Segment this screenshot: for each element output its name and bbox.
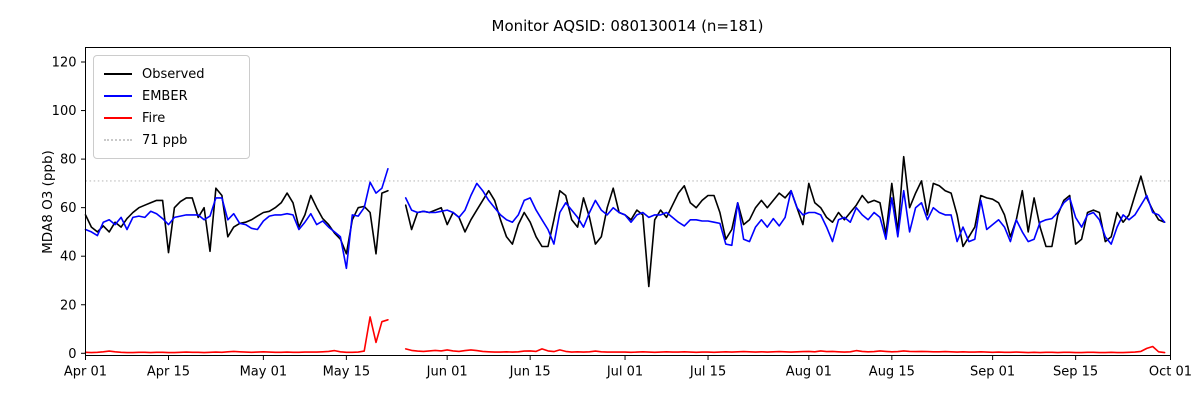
- x-tick-label: Jul 01: [606, 365, 643, 380]
- legend-line-sample: [104, 117, 132, 119]
- x-tick-label: Sep 01: [970, 365, 1015, 380]
- legend-label: Fire: [142, 110, 166, 126]
- series-line-observed: [84, 155, 1166, 288]
- x-tick-label: Jul 15: [689, 365, 726, 380]
- chart-title: Monitor AQSID: 080130014 (n=181): [491, 17, 764, 35]
- x-tick-label: Aug 01: [786, 365, 832, 380]
- legend: Observed EMBER Fire 71 ppb: [93, 55, 250, 159]
- legend-label: EMBER: [142, 88, 188, 104]
- x-tick-label: May 01: [240, 365, 288, 380]
- series-line-ember: [84, 168, 1166, 270]
- y-tick-label: 20: [60, 298, 77, 313]
- x-tick-label: Jun 15: [509, 365, 551, 380]
- x-tick-label: Oct 01: [1149, 365, 1192, 380]
- x-tick-label: Apr 01: [64, 365, 107, 380]
- x-tick-label: Sep 15: [1053, 365, 1098, 380]
- y-tick-label: 40: [60, 250, 77, 265]
- y-tick-label: 100: [52, 104, 77, 119]
- legend-item: 71 ppb: [104, 129, 239, 151]
- x-tick-label: May 15: [323, 365, 371, 380]
- x-tick-label: Apr 15: [147, 365, 190, 380]
- legend-item: Fire: [104, 107, 239, 129]
- x-tick-label: Jun 01: [426, 365, 468, 380]
- legend-label: Observed: [142, 66, 205, 82]
- y-tick-label: 0: [68, 347, 76, 362]
- legend-item: Observed: [104, 63, 239, 85]
- legend-line-sample: [104, 139, 132, 141]
- legend-label: 71 ppb: [142, 132, 188, 148]
- plot-border: [85, 47, 1171, 356]
- legend-line-sample: [104, 95, 132, 97]
- y-tick-label: 120: [52, 56, 77, 71]
- legend-item: EMBER: [104, 85, 239, 107]
- legend-line-sample: [104, 73, 132, 75]
- y-tick-label: 60: [60, 201, 77, 216]
- series-line-fire: [84, 316, 1166, 354]
- y-tick-label: 80: [60, 153, 77, 168]
- x-tick-label: Aug 15: [869, 365, 915, 380]
